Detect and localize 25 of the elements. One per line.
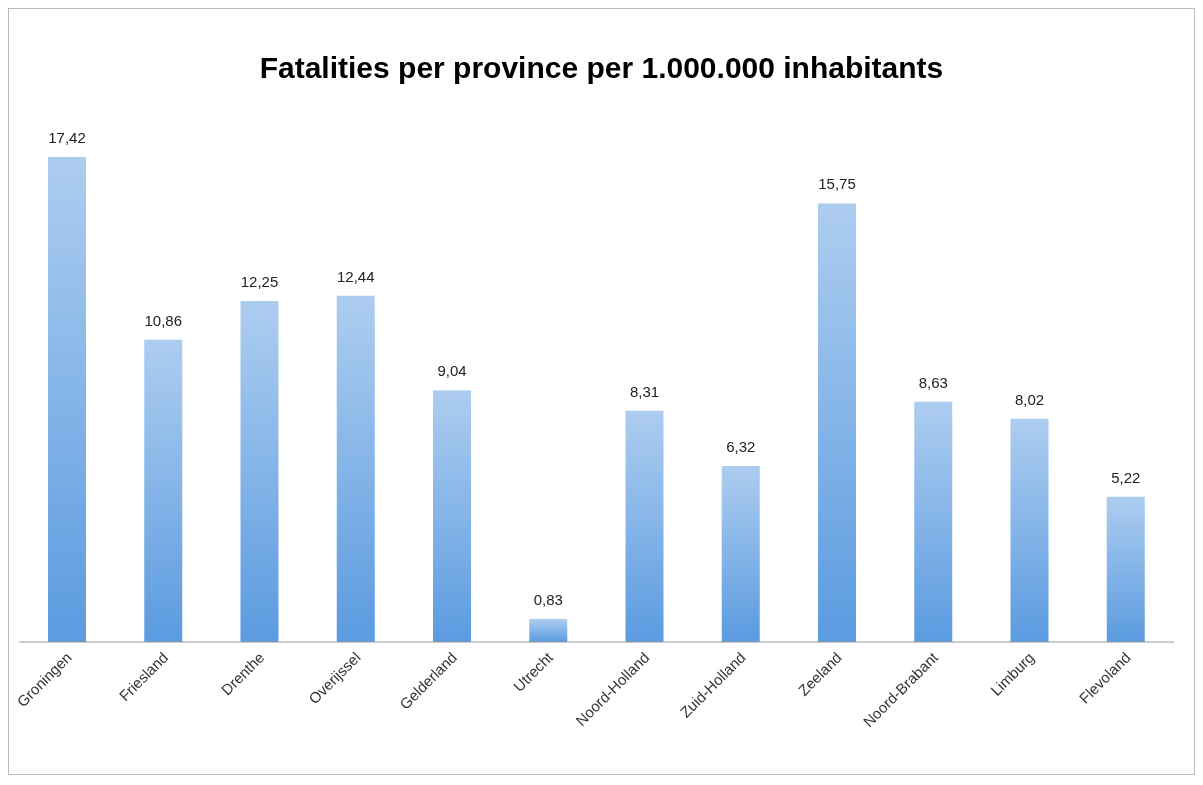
data-label: 8,31 — [629, 382, 660, 400]
bar — [721, 466, 760, 642]
data-label: 15,75 — [818, 175, 856, 193]
chart-title: Fatalities per province per 1.000.000 inhabitants — [258, 50, 945, 86]
bar — [529, 618, 568, 642]
data-label: 17,42 — [48, 129, 86, 146]
bar — [144, 339, 183, 642]
bar — [240, 300, 279, 642]
data-label: 8,02 — [1014, 390, 1045, 408]
data-label: 12,44 — [336, 267, 375, 285]
bar — [625, 410, 664, 642]
bar — [1010, 418, 1049, 642]
bar — [818, 203, 856, 642]
data-label: 6,32 — [726, 438, 756, 456]
bar — [336, 295, 375, 642]
data-label: 10,86 — [144, 311, 183, 329]
data-label: 8,63 — [918, 373, 948, 391]
bar — [433, 390, 471, 642]
bar — [48, 157, 86, 642]
bar — [1106, 496, 1145, 642]
bar — [914, 401, 953, 642]
data-label: 5,22 — [1111, 468, 1141, 486]
data-label: 9,04 — [437, 362, 467, 380]
data-label: 12,25 — [240, 272, 279, 290]
data-label: 0,83 — [533, 590, 563, 608]
